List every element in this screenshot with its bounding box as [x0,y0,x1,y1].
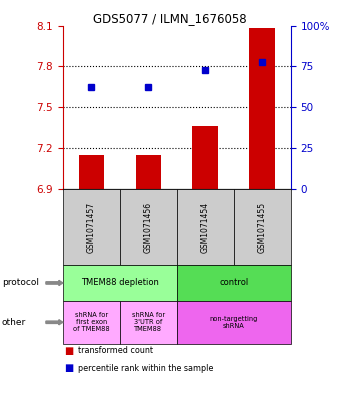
Text: GSM1071455: GSM1071455 [258,201,267,253]
Text: GSM1071456: GSM1071456 [144,201,153,253]
Text: GDS5077 / ILMN_1676058: GDS5077 / ILMN_1676058 [93,12,247,25]
Text: other: other [2,318,26,327]
Text: control: control [219,279,249,287]
Text: percentile rank within the sample: percentile rank within the sample [78,364,214,373]
Text: TMEM88 depletion: TMEM88 depletion [81,279,159,287]
Text: shRNA for
3'UTR of
TMEM88: shRNA for 3'UTR of TMEM88 [132,312,165,332]
Text: ■: ■ [65,363,74,373]
Text: GSM1071454: GSM1071454 [201,201,210,253]
Bar [136,155,161,189]
Text: transformed count: transformed count [78,347,153,355]
Text: protocol: protocol [2,279,39,287]
Bar [250,28,275,189]
Text: GSM1071457: GSM1071457 [87,201,96,253]
Text: non-targetting
shRNA: non-targetting shRNA [209,316,258,329]
Text: ■: ■ [65,346,74,356]
Bar [79,155,104,189]
Text: shRNA for
first exon
of TMEM88: shRNA for first exon of TMEM88 [73,312,110,332]
Bar [192,126,218,189]
